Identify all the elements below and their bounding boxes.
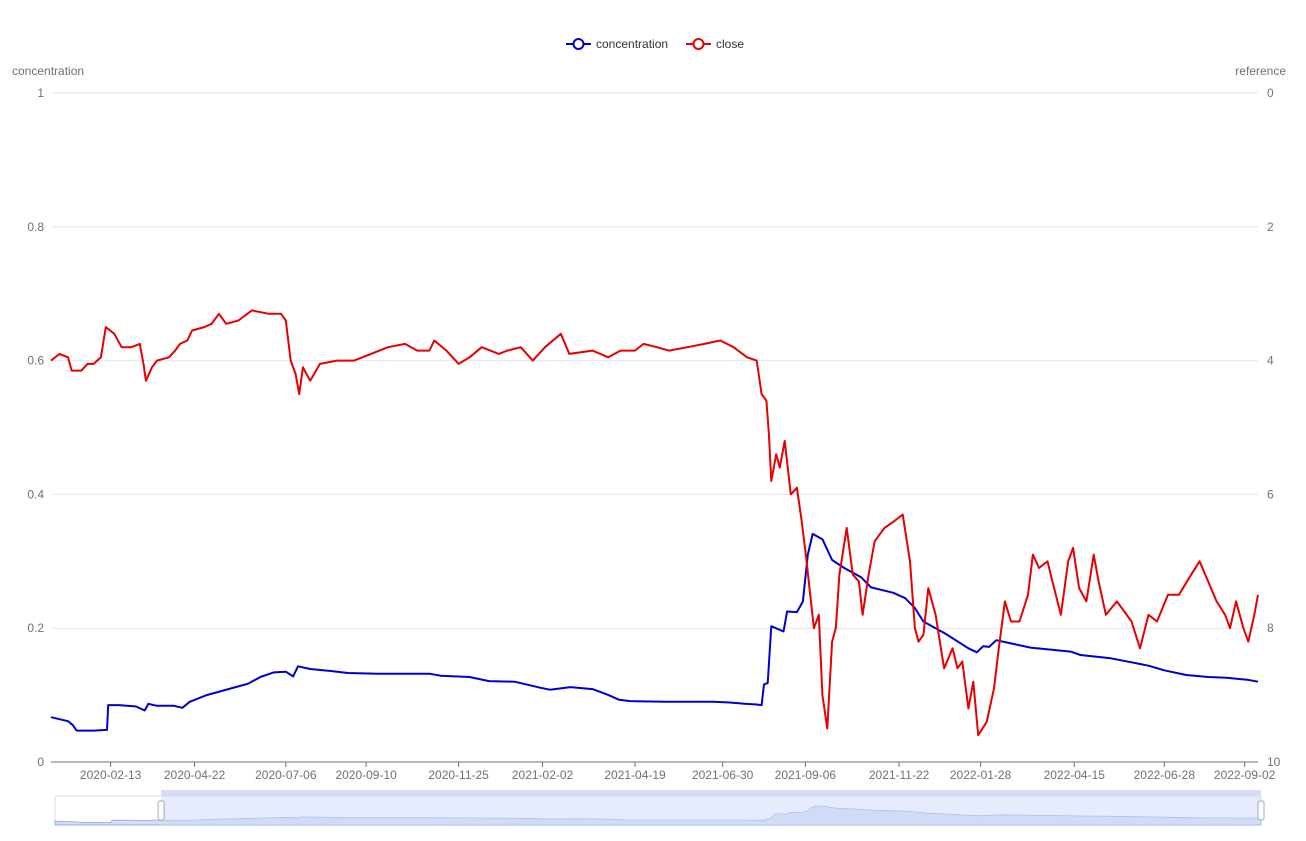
right-tick-label: 2 [1267,220,1274,234]
x-tick-label: 2020-11-25 [428,768,489,782]
x-tick-label: 2022-01-28 [950,768,1012,782]
right-tick-label: 6 [1267,487,1274,501]
series-line-close [50,309,1259,737]
legend-circle-close [692,38,705,50]
right-tick-label: 0 [1267,86,1274,100]
x-tick-label: 2020-07-06 [255,768,317,782]
left-axis-title: concentration [12,64,84,78]
grid-lines [51,92,1258,763]
legend: concentration close [566,37,744,51]
x-tick-label: 2021-06-30 [692,768,754,782]
legend-label-concentration: concentration [596,37,668,51]
left-tick-label: 1 [37,86,44,100]
legend-item-concentration[interactable]: concentration [566,37,668,51]
right-tick-label: 8 [1267,621,1274,635]
left-tick-label: 0.6 [27,354,44,368]
x-tick-label: 2022-04-15 [1044,768,1106,782]
left-tick-label: 0.8 [27,220,44,234]
x-tick-label: 2022-09-02 [1214,768,1276,782]
x-tick-label: 2022-06-28 [1134,768,1196,782]
data-zoom-move-bar[interactable] [161,790,1261,796]
x-axis: 2020-02-13 2020-04-22 2020-07-06 2020-09-10… [80,762,1276,782]
x-tick-label: 2021-02-02 [512,768,574,782]
left-tick-label: 0.4 [27,487,44,501]
legend-item-close[interactable]: close [686,37,744,51]
legend-label-close: close [716,37,744,51]
x-tick-label: 2021-04-19 [604,768,666,782]
x-tick-label: 2020-09-10 [335,768,397,782]
right-tick-label: 10 [1267,755,1281,769]
right-tick-label: 4 [1267,354,1274,368]
x-tick-label: 2020-02-13 [80,768,142,782]
x-tick-label: 2021-09-06 [775,768,837,782]
data-zoom-handle-left[interactable] [157,800,165,821]
left-y-axis: concentration 0 0.2 0.4 0.6 0.8 1 [12,64,84,769]
x-tick-label: 2020-04-22 [164,768,226,782]
series-lines [50,309,1259,737]
right-axis-title: reference [1235,64,1286,78]
left-tick-label: 0 [37,755,44,769]
legend-circle-concentration [572,38,585,50]
left-tick-label: 0.2 [27,621,44,635]
data-zoom-slider[interactable] [54,790,1265,826]
series-line-concentration [50,532,1259,732]
x-tick-label: 2021-11-22 [869,768,930,782]
data-zoom-handle-right[interactable] [1257,800,1265,821]
right-y-axis: reference 0 2 4 6 8 10 [1235,64,1286,769]
